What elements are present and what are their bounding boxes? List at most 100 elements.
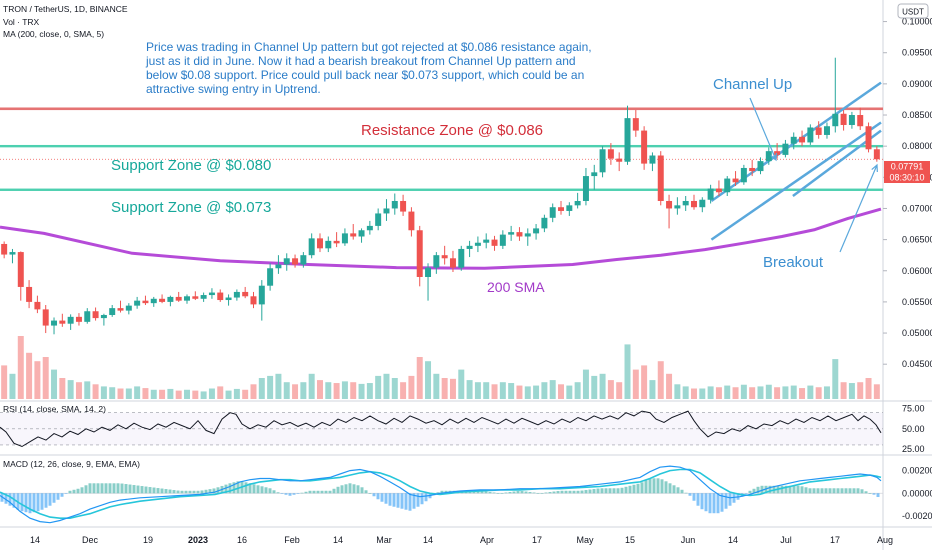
macd-histogram-bar: [228, 483, 232, 494]
candle-body: [150, 298, 157, 304]
candle-body: [51, 320, 58, 326]
macd-histogram-bar: [272, 490, 276, 494]
volume-header[interactable]: Vol · TRX: [3, 17, 40, 27]
candle-body: [774, 151, 781, 155]
macd-histogram-bar: [780, 485, 784, 494]
candle-body: [799, 136, 806, 143]
candle-body: [1, 243, 8, 255]
annotation-line-4: attractive swing entry in Uptrend.: [146, 82, 321, 96]
volume-bar: [449, 378, 456, 399]
macd-histogram-bar: [348, 483, 352, 494]
volume-bar: [175, 390, 182, 399]
macd-histogram-bar: [392, 493, 396, 507]
candle-body: [184, 296, 190, 301]
volume-bar: [250, 384, 257, 399]
macd-histogram-bar: [812, 488, 816, 494]
volume-bar: [51, 369, 58, 399]
macd-histogram-bar: [732, 493, 736, 503]
macd-histogram-bar: [668, 483, 672, 494]
volume-bar: [474, 382, 481, 399]
volume-bar: [275, 373, 282, 399]
breakout-arrow-head: [871, 163, 878, 173]
macd-histogram-bar: [792, 485, 796, 494]
macd-histogram-bar: [244, 482, 248, 494]
candle-body: [508, 232, 515, 235]
candle-body: [292, 258, 299, 265]
volume-bar: [358, 383, 365, 399]
rsi-header[interactable]: RSI (14, close, SMA, 14, 2): [3, 404, 106, 414]
macd-histogram-bar: [84, 485, 88, 494]
volume-bar: [574, 382, 581, 399]
candle-body: [807, 127, 814, 143]
macd-histogram-bar: [512, 491, 516, 494]
price-tick-label: 0.06000: [902, 266, 932, 276]
candle-body: [42, 309, 49, 326]
macd-histogram-bar: [556, 491, 560, 494]
volume-bar: [333, 383, 340, 399]
candle-body: [167, 296, 174, 302]
macd-histogram-bar: [340, 485, 344, 494]
candle-body: [308, 238, 315, 256]
ma-header[interactable]: MA (200, close, 0, SMA, 5): [3, 29, 104, 39]
macd-histogram-bar: [660, 479, 664, 494]
macd-histogram-bar: [384, 493, 388, 504]
volume-bar: [715, 387, 722, 399]
macd-signal-line: [0, 468, 882, 520]
macd-histogram-bar: [288, 493, 292, 496]
volume-bar: [682, 386, 689, 399]
candle-body: [740, 167, 747, 183]
candle-body: [300, 255, 307, 265]
candle-body: [358, 230, 365, 237]
channel-up-arrow: [749, 97, 777, 161]
candle-body: [225, 297, 232, 301]
macd-histogram-bar: [844, 488, 848, 494]
volume-bar: [375, 375, 382, 399]
macd-histogram-bar: [548, 492, 552, 494]
candle-body: [641, 130, 648, 164]
macd-histogram-bar: [72, 489, 76, 494]
time-axis[interactable]: 14 Dec 19 2023 16 Feb 14 Mar 14 Apr 17 May 15 Jun 14 Ju…: [30, 535, 893, 545]
volume-bar: [391, 378, 398, 399]
candle-body: [832, 113, 839, 127]
candle-body: [657, 155, 664, 201]
macd-tick-label: 0.00200: [902, 466, 932, 476]
macd-histogram-bar: [656, 478, 660, 494]
macd-histogram-bar: [92, 483, 96, 494]
macd-histogram-bar: [476, 490, 480, 494]
candle-body: [715, 188, 722, 193]
volume-bar: [300, 382, 307, 399]
candle-body: [217, 292, 224, 301]
currency-badge-label: USDT: [902, 8, 924, 17]
annotation-line-1: Price was trading in Channel Up pattern …: [146, 40, 592, 54]
volume-bar: [799, 388, 806, 399]
candle-body: [67, 316, 74, 324]
volume-bar: [508, 383, 515, 399]
macd-histogram-bar: [688, 493, 692, 496]
rsi-line: [0, 410, 882, 448]
time-tick-label: 19: [143, 535, 153, 545]
price-tick-label: 0.08000: [902, 141, 932, 151]
macd-histogram-bar: [252, 484, 256, 494]
volume-bar: [217, 386, 224, 399]
candle-body: [699, 199, 706, 208]
symbol-header[interactable]: TRON / TetherUS, 1D, BINANCE: [3, 4, 128, 14]
currency-badge[interactable]: [897, 3, 929, 19]
candle-body: [383, 208, 390, 214]
candle-body: [749, 167, 756, 172]
macd-histogram-bar: [52, 493, 56, 503]
time-tick-label: Mar: [376, 535, 392, 545]
macd-histogram-bar: [4, 493, 8, 504]
macd-histogram-bar: [532, 492, 536, 494]
price-tick-label: 0.05000: [902, 328, 932, 338]
macd-histogram-bar: [68, 490, 72, 494]
countdown-value: 08:30:10: [889, 173, 924, 183]
macd-histogram-bar: [684, 492, 688, 494]
macd-histogram-bar: [536, 493, 540, 494]
macd-histogram-bar: [396, 493, 400, 508]
support-line-080: [0, 144, 883, 148]
macd-histogram-bar: [408, 493, 412, 511]
candle-body: [607, 149, 614, 159]
macd-header[interactable]: MACD (12, 26, close, 9, EMA, EMA): [3, 459, 140, 469]
volume-bar: [491, 384, 498, 399]
